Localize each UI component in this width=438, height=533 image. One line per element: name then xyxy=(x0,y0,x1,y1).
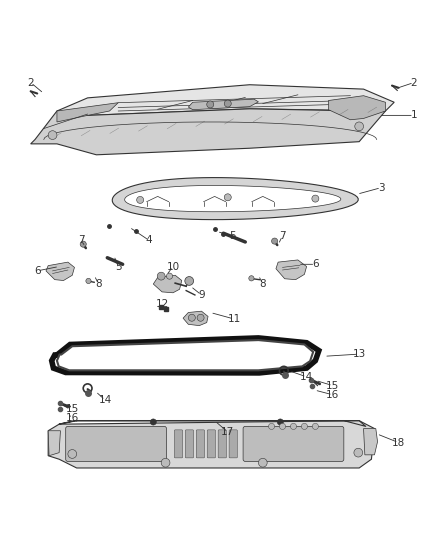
Polygon shape xyxy=(59,421,366,426)
Polygon shape xyxy=(125,185,341,212)
FancyBboxPatch shape xyxy=(196,430,205,458)
Polygon shape xyxy=(276,260,307,280)
Text: 15: 15 xyxy=(326,381,339,391)
Text: 11: 11 xyxy=(228,314,241,324)
Circle shape xyxy=(185,277,194,285)
Circle shape xyxy=(312,195,319,202)
Text: 2: 2 xyxy=(27,77,34,87)
Circle shape xyxy=(355,122,364,131)
Text: 7: 7 xyxy=(279,231,286,241)
Circle shape xyxy=(80,241,86,247)
FancyBboxPatch shape xyxy=(174,430,183,458)
Circle shape xyxy=(258,458,267,467)
Circle shape xyxy=(207,101,214,108)
Text: 5: 5 xyxy=(229,231,236,241)
Text: 1: 1 xyxy=(410,110,417,120)
Text: 15: 15 xyxy=(66,404,79,414)
Circle shape xyxy=(161,458,170,467)
Circle shape xyxy=(86,278,91,284)
FancyBboxPatch shape xyxy=(229,430,237,458)
FancyBboxPatch shape xyxy=(218,430,226,458)
Polygon shape xyxy=(57,340,313,370)
Circle shape xyxy=(272,238,278,244)
Polygon shape xyxy=(48,421,374,468)
Polygon shape xyxy=(112,177,358,220)
Polygon shape xyxy=(153,275,182,293)
Circle shape xyxy=(224,194,231,201)
Text: 12: 12 xyxy=(155,298,169,309)
Circle shape xyxy=(301,423,307,430)
Circle shape xyxy=(279,423,286,430)
Circle shape xyxy=(188,314,195,321)
FancyBboxPatch shape xyxy=(66,426,166,462)
Text: 18: 18 xyxy=(392,438,405,448)
Circle shape xyxy=(224,100,231,107)
Text: 13: 13 xyxy=(353,349,366,359)
Text: 10: 10 xyxy=(166,262,180,271)
Polygon shape xyxy=(364,429,378,455)
Text: 16: 16 xyxy=(66,414,79,424)
Polygon shape xyxy=(46,262,74,280)
Circle shape xyxy=(150,419,156,425)
Text: 17: 17 xyxy=(221,427,234,437)
Text: 9: 9 xyxy=(198,290,205,300)
Circle shape xyxy=(249,276,254,281)
Text: 3: 3 xyxy=(378,183,385,192)
Text: 7: 7 xyxy=(78,235,85,245)
FancyBboxPatch shape xyxy=(207,430,215,458)
Text: 8: 8 xyxy=(95,279,102,289)
Text: 6: 6 xyxy=(312,260,319,269)
Circle shape xyxy=(157,272,165,280)
Circle shape xyxy=(197,314,204,321)
Text: 14: 14 xyxy=(99,395,112,405)
Circle shape xyxy=(166,273,173,279)
Circle shape xyxy=(354,448,363,457)
Circle shape xyxy=(277,419,283,425)
Polygon shape xyxy=(188,99,258,110)
Text: 5: 5 xyxy=(115,262,122,271)
Text: 4: 4 xyxy=(145,235,152,245)
Polygon shape xyxy=(57,85,394,115)
Text: 6: 6 xyxy=(34,266,41,276)
Circle shape xyxy=(268,423,275,430)
Text: 2: 2 xyxy=(410,77,417,87)
Text: 14: 14 xyxy=(300,372,313,382)
Polygon shape xyxy=(183,311,208,326)
Circle shape xyxy=(137,197,144,204)
Circle shape xyxy=(68,449,77,458)
Text: 8: 8 xyxy=(259,279,266,289)
Polygon shape xyxy=(57,103,118,122)
Circle shape xyxy=(48,131,57,140)
Circle shape xyxy=(290,423,297,430)
FancyBboxPatch shape xyxy=(185,430,194,458)
FancyBboxPatch shape xyxy=(243,426,344,462)
Polygon shape xyxy=(31,109,385,155)
Text: 16: 16 xyxy=(326,390,339,400)
Polygon shape xyxy=(48,431,60,456)
Circle shape xyxy=(312,423,318,430)
Polygon shape xyxy=(328,96,385,120)
